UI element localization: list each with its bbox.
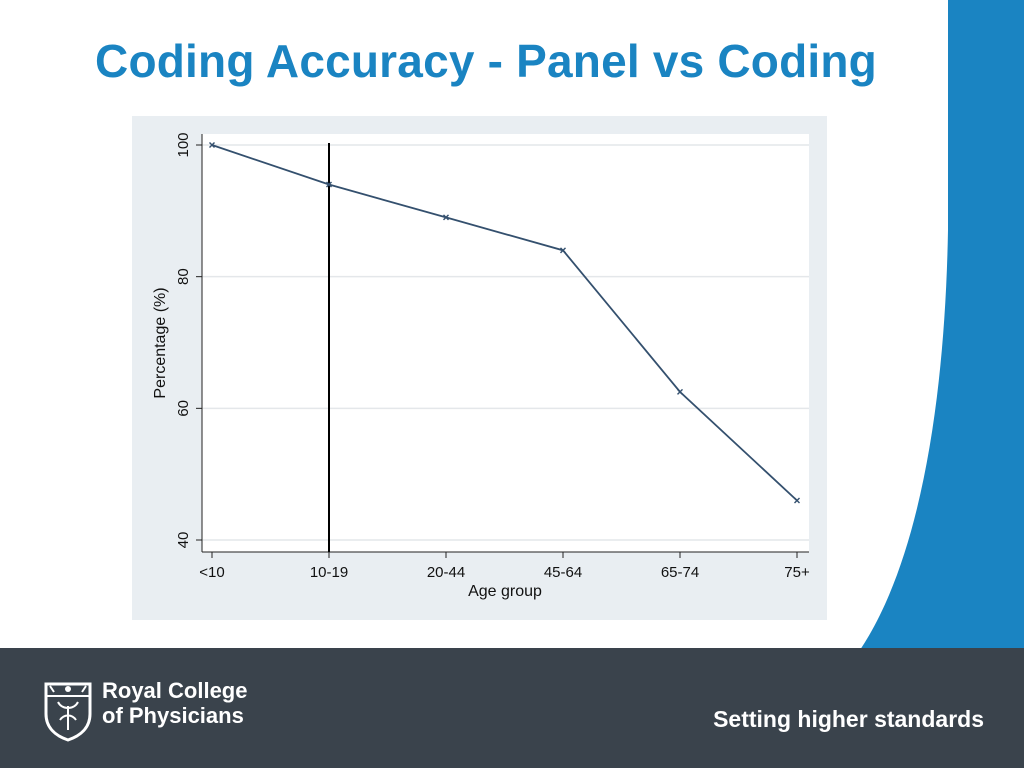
footer-bar: Royal College of Physicians Setting high… bbox=[0, 648, 1024, 768]
chart-panel: 40 60 80 100 <10 10-19 20-44 45-64 65-74 75+ Age… bbox=[132, 116, 827, 620]
org-name-line2: of Physicians bbox=[102, 703, 244, 728]
data-point bbox=[443, 214, 449, 221]
line-chart: 40 60 80 100 <10 10-19 20-44 45-64 65-74 75+ Age… bbox=[152, 132, 810, 600]
tagline: Setting higher standards bbox=[713, 706, 984, 732]
data-point bbox=[677, 388, 683, 395]
data-point bbox=[209, 142, 215, 148]
org-name-line1: Royal College bbox=[102, 678, 248, 703]
rcp-crest-icon bbox=[44, 682, 92, 742]
slide-title: Coding Accuracy - Panel vs Coding bbox=[95, 35, 877, 87]
data-point bbox=[794, 497, 800, 504]
x-tick-label: 45-64 bbox=[544, 564, 582, 581]
x-tick-label: 10-19 bbox=[310, 564, 348, 581]
y-tick-label: 40 bbox=[175, 532, 192, 549]
x-tick-label: 20-44 bbox=[427, 564, 465, 581]
data-point bbox=[326, 181, 332, 188]
series-line bbox=[211, 144, 798, 502]
y-tick-label: 60 bbox=[175, 400, 192, 417]
plot-area bbox=[202, 134, 809, 552]
x-tick-label: 65-74 bbox=[661, 564, 699, 581]
y-axis-label: Percentage (%) bbox=[152, 287, 169, 398]
x-tick-label: <10 bbox=[199, 564, 224, 581]
y-tick-label: 100 bbox=[175, 132, 192, 157]
data-point bbox=[560, 247, 566, 254]
org-name: Royal College of Physicians bbox=[102, 678, 247, 728]
y-tick-label: 80 bbox=[175, 268, 192, 285]
x-axis-label: Age group bbox=[468, 583, 542, 600]
x-tick-label: 75+ bbox=[784, 564, 810, 581]
